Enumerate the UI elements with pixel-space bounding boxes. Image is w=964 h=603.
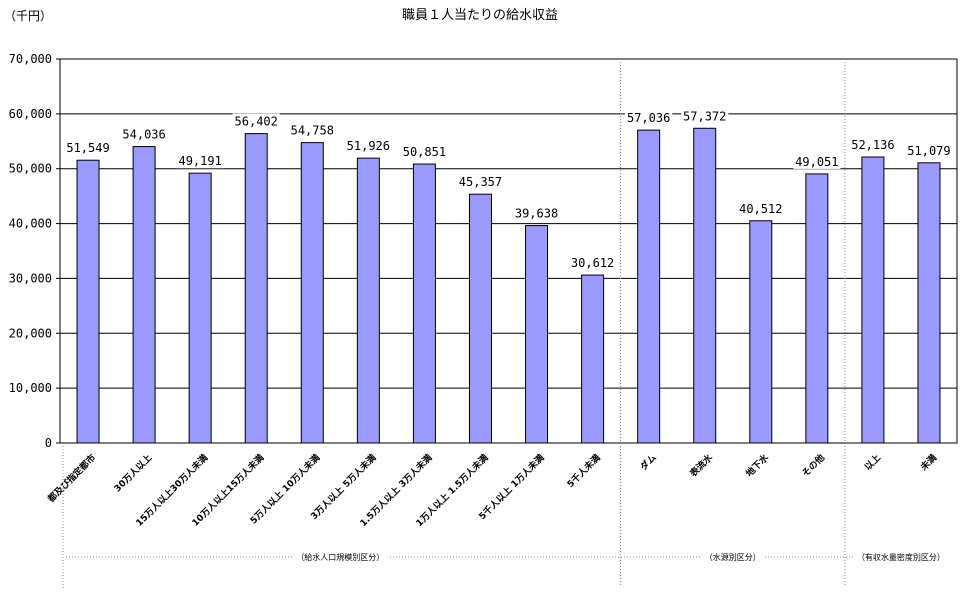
bar bbox=[300, 142, 324, 444]
unit-label: （千円） bbox=[4, 9, 52, 23]
data-label: 49,191 bbox=[178, 154, 221, 168]
bars bbox=[76, 127, 941, 444]
value-labels: 51,549 54,036 49,191 56,402 54,758 51,926 50,8… bbox=[64, 108, 953, 271]
category-labels: 都及び指定都市 30万人以上15万人以上30万人未満10万人以上15万人未満5万人… bbox=[44, 451, 939, 529]
bar bbox=[525, 225, 549, 444]
category-label: ダム bbox=[638, 452, 659, 473]
data-label: 50,851 bbox=[403, 145, 446, 159]
y-axis-ticks: 0 10,000 20,000 30,000 40,000 50,000 60,000 70,… bbox=[9, 52, 60, 450]
y-tick-label: 30,000 bbox=[9, 271, 52, 285]
category-label: 30万人以上 bbox=[111, 452, 154, 495]
data-label-bg bbox=[512, 205, 561, 221]
bar bbox=[637, 129, 661, 444]
bar bbox=[412, 163, 436, 444]
data-label: 51,079 bbox=[907, 144, 950, 158]
data-label-bg bbox=[849, 136, 897, 152]
category-label: 表流水 bbox=[687, 451, 716, 480]
data-label: 40,512 bbox=[739, 202, 782, 216]
group-labels: （給水人口規模別区分） （水源別区分） （有収水量密度別区分） bbox=[62, 59, 950, 588]
data-label-bg bbox=[232, 113, 280, 129]
data-label-bg bbox=[456, 174, 505, 190]
y-tick-label: 60,000 bbox=[9, 107, 52, 121]
data-label-bg bbox=[176, 153, 224, 169]
category-label: 5千人未満 bbox=[564, 452, 602, 490]
group-label: （有収水量密度別区分） bbox=[857, 552, 945, 562]
bar bbox=[468, 193, 492, 444]
category-label: 都及び指定都市 bbox=[44, 452, 98, 506]
plot-frame bbox=[59, 58, 958, 444]
category-label: 以上 bbox=[862, 452, 883, 473]
data-label: 49,051 bbox=[795, 155, 838, 169]
data-label-bg bbox=[568, 255, 617, 271]
data-label: 57,036 bbox=[627, 111, 670, 125]
bar bbox=[917, 162, 941, 444]
bar bbox=[76, 159, 100, 444]
data-label-bg bbox=[737, 200, 785, 216]
y-tick-label: 40,000 bbox=[9, 217, 52, 231]
group-label: （水源別区分） bbox=[705, 552, 761, 562]
group-label-bg bbox=[292, 550, 389, 564]
bar bbox=[861, 156, 885, 444]
data-label-bg bbox=[344, 138, 392, 154]
data-label: 45,357 bbox=[459, 175, 502, 189]
y-tick-label: 10,000 bbox=[9, 381, 52, 395]
data-label-bg bbox=[288, 122, 336, 138]
category-label: 地下水 bbox=[743, 451, 771, 479]
y-tick-label: 70,000 bbox=[9, 52, 52, 66]
data-label: 54,758 bbox=[291, 124, 334, 138]
data-label: 51,926 bbox=[347, 139, 390, 153]
group-label-bg bbox=[852, 550, 949, 564]
data-label: 39,638 bbox=[515, 207, 558, 221]
category-label: 未満 bbox=[917, 452, 939, 474]
bar bbox=[356, 157, 380, 444]
data-label: 57,372 bbox=[683, 109, 726, 123]
data-label: 51,549 bbox=[66, 141, 109, 155]
data-label-bg bbox=[400, 144, 449, 160]
chart-title: 職員１人当たりの給水収益 bbox=[402, 8, 558, 23]
bar bbox=[244, 133, 268, 444]
data-label: 56,402 bbox=[235, 115, 278, 129]
y-tick-label: 50,000 bbox=[9, 162, 52, 176]
data-label-bg bbox=[681, 108, 729, 124]
bar bbox=[188, 172, 212, 444]
data-label: 54,036 bbox=[122, 128, 165, 142]
bar bbox=[581, 274, 605, 444]
data-label: 52,136 bbox=[851, 138, 894, 152]
y-tick-label: 0 bbox=[45, 436, 52, 450]
y-tick-label: 20,000 bbox=[9, 326, 52, 340]
group-label-bg bbox=[700, 550, 765, 564]
data-label: 30,612 bbox=[571, 256, 614, 270]
bar bbox=[805, 173, 829, 444]
data-label-bg bbox=[64, 140, 112, 156]
bar bbox=[693, 127, 717, 444]
group-label: （給水人口規模別区分） bbox=[296, 552, 384, 562]
data-label-bg bbox=[120, 126, 168, 142]
data-label-bg bbox=[793, 153, 841, 169]
bar bbox=[132, 146, 156, 444]
data-label-bg bbox=[905, 142, 953, 158]
data-label-bg bbox=[625, 110, 673, 126]
bar bbox=[749, 220, 773, 444]
category-label: その他 bbox=[799, 452, 827, 480]
